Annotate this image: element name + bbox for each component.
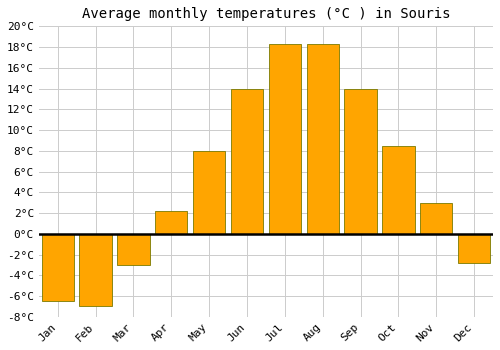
Bar bbox=[193, 151, 225, 234]
Bar bbox=[42, 234, 74, 301]
Bar bbox=[306, 44, 339, 234]
Bar bbox=[269, 44, 301, 234]
Bar bbox=[420, 203, 452, 234]
Bar bbox=[382, 146, 414, 234]
Bar bbox=[231, 89, 263, 234]
Bar bbox=[118, 234, 150, 265]
Bar bbox=[458, 234, 490, 263]
Bar bbox=[155, 211, 188, 234]
Bar bbox=[344, 89, 376, 234]
Bar bbox=[80, 234, 112, 307]
Title: Average monthly temperatures (°C ) in Souris: Average monthly temperatures (°C ) in So… bbox=[82, 7, 450, 21]
